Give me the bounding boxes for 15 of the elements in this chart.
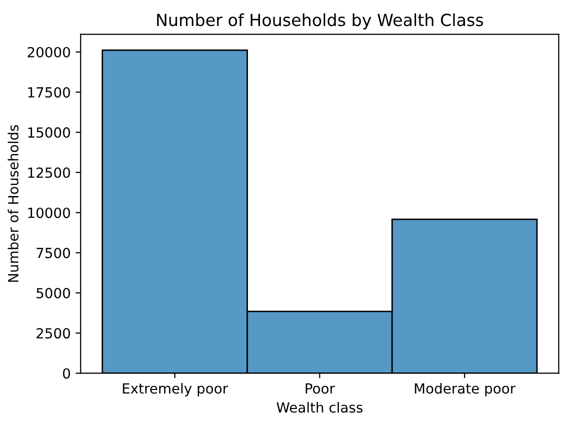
y-tick-label: 7500 xyxy=(36,248,70,258)
y-tick-label: 15000 xyxy=(28,127,70,138)
chart-title: Number of Households by Wealth Class xyxy=(157,13,484,30)
x-tick-label: Moderate poor xyxy=(414,382,516,396)
x-tick-label: Extremely poor xyxy=(122,382,228,396)
y-tick-label: 12500 xyxy=(28,167,70,178)
y-tick-label: 0 xyxy=(62,368,70,379)
y-tick-label: 5000 xyxy=(36,288,70,298)
x-tick-label: Poor xyxy=(306,383,335,394)
y-tick-label: 20000 xyxy=(28,46,70,58)
y-axis-title: Number of Households xyxy=(8,125,18,282)
x-axis-title: Wealth class xyxy=(276,402,362,413)
y-tick-label: 2500 xyxy=(36,328,70,339)
y-tick-label: 10000 xyxy=(28,208,70,218)
y-tick-label: 17500 xyxy=(28,87,70,98)
